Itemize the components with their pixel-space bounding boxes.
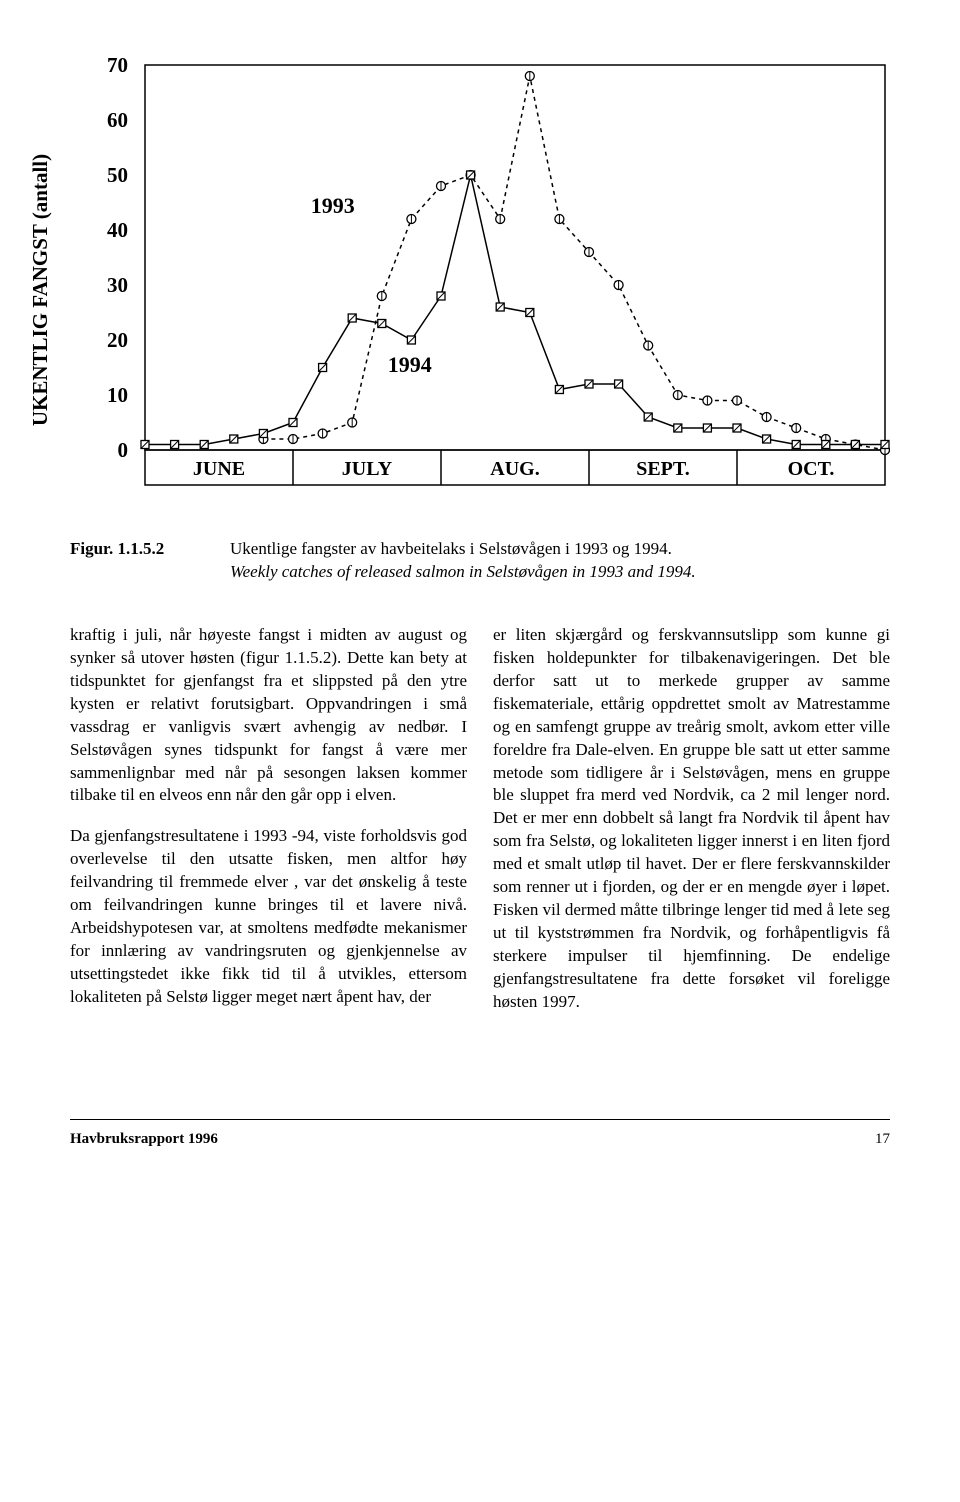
series-label-1994: 1994 (388, 350, 432, 380)
paragraph-2: Da gjenfangstresultatene i 1993 -94, vis… (70, 825, 467, 1009)
y-tick: 50 (88, 161, 128, 189)
paragraph-1: kraftig i juli, når høyeste fangst i mid… (70, 624, 467, 808)
caption-line1: Ukentlige fangster av havbeitelaks i Sel… (230, 539, 672, 558)
series-label-1993: 1993 (311, 191, 355, 221)
chart-container: UKENTLIG FANGST (antall) 010203040506070… (70, 60, 890, 520)
caption-line2: Weekly catches of released salmon in Sel… (230, 562, 696, 581)
y-tick: 40 (88, 216, 128, 244)
figure-caption-text: Ukentlige fangster av havbeitelaks i Sel… (230, 538, 890, 584)
y-tick: 20 (88, 326, 128, 354)
y-tick: 30 (88, 271, 128, 299)
y-axis-label: UKENTLIG FANGST (antall) (26, 154, 54, 426)
svg-text:OCT.: OCT. (788, 458, 835, 480)
svg-text:AUG.: AUG. (490, 458, 539, 480)
svg-text:SEPT.: SEPT. (636, 458, 690, 480)
figure-number: Figur. 1.1.5.2 (70, 538, 190, 584)
body-text: kraftig i juli, når høyeste fangst i mid… (70, 624, 890, 1029)
y-tick: 70 (88, 51, 128, 79)
svg-text:JUNE: JUNE (193, 458, 245, 480)
figure-caption: Figur. 1.1.5.2 Ukentlige fangster av hav… (70, 538, 890, 584)
y-axis-ticks: 010203040506070 (98, 60, 128, 520)
line-chart: JUNE JULY AUG. SEPT. OCT. (140, 60, 890, 490)
y-tick: 0 (88, 436, 128, 464)
footer-page-number: 17 (875, 1129, 890, 1149)
y-tick: 60 (88, 106, 128, 134)
page-footer: Havbruksrapport 1996 17 (70, 1129, 890, 1149)
footer-rule (70, 1119, 890, 1120)
footer-left: Havbruksrapport 1996 (70, 1129, 218, 1149)
paragraph-3: er liten skjærgård og ferskvannsutslipp … (493, 624, 890, 1014)
y-tick: 10 (88, 381, 128, 409)
svg-text:JULY: JULY (342, 458, 393, 480)
